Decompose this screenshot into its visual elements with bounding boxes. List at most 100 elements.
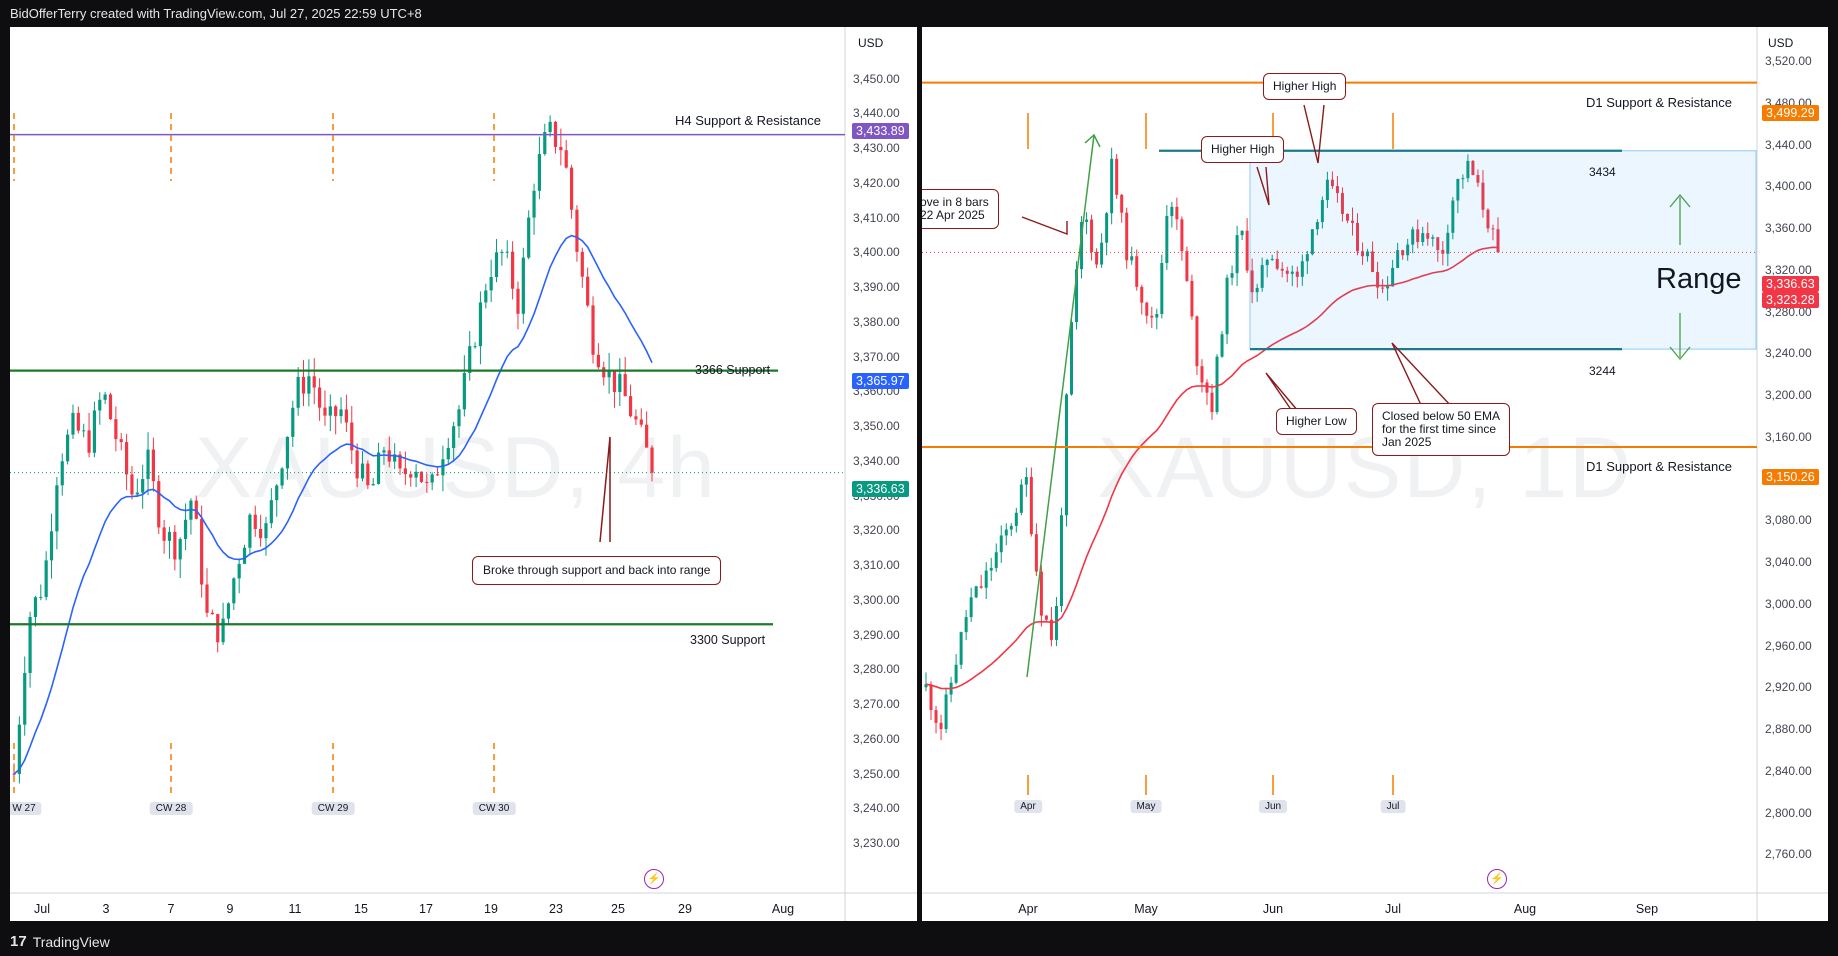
candle-body: [586, 276, 590, 306]
candle-body: [280, 468, 284, 486]
y-tick-label: 3,350.00: [853, 419, 900, 434]
candle-body: [457, 409, 461, 427]
chart-panel-1d[interactable]: XAUUSD, 1D USD 3,520.00 3,480.00 3,440.00 3…: [922, 27, 1828, 921]
candle-body: [575, 209, 579, 252]
chart-panel-4h[interactable]: XAUUSD, 4h USD 3,450.00 3,440.00 3,430.00 3…: [10, 27, 917, 921]
callout-higher-low: Higher Low: [1276, 408, 1357, 435]
candle-body: [1250, 270, 1254, 293]
month-marker: May: [1130, 800, 1162, 813]
ema-line: [925, 246, 1499, 690]
callout-ema-line1: Closed below 50 EMA: [1382, 409, 1501, 423]
candle-body: [108, 394, 113, 420]
candle-body: [1019, 484, 1023, 513]
candle-body: [452, 426, 456, 448]
candle-body: [500, 252, 504, 254]
candle-body: [162, 527, 166, 541]
callout-pointer: [1303, 104, 1325, 164]
candle-body: [1205, 382, 1209, 393]
candle-body: [1431, 237, 1435, 239]
month-marker: Jun: [1258, 800, 1288, 813]
level-label-3434: 3434: [1589, 165, 1616, 179]
candle-body: [151, 449, 155, 482]
candle-body: [559, 146, 563, 151]
chart-canvas-4h[interactable]: [10, 27, 917, 921]
tradingview-logo[interactable]: 17 TradingView: [10, 933, 110, 950]
x-tick-label: 3: [102, 902, 110, 916]
candle-body: [924, 684, 928, 688]
trend-arrow-head: [1084, 133, 1101, 148]
lightning-icon[interactable]: ⚡: [644, 869, 664, 889]
candle-body: [494, 252, 499, 277]
range-label: Range: [1656, 263, 1742, 295]
lightning-icon[interactable]: ⚡: [1487, 869, 1507, 889]
callout-ema-line2: for the first time since: [1382, 422, 1497, 436]
y-tick-label: 3,270.00: [853, 697, 900, 712]
candle-body: [511, 251, 515, 289]
candle-body: [119, 439, 123, 443]
candle-body: [1441, 249, 1445, 254]
candle-body: [478, 302, 483, 347]
candle-body: [425, 481, 429, 483]
candle-body: [580, 251, 584, 277]
x-tick-label: May: [1134, 902, 1158, 916]
callout-higher-high-2: Higher High: [1201, 136, 1285, 163]
y-tick-label: 3,240.00: [853, 801, 900, 816]
candle-body: [146, 449, 150, 480]
candle-body: [1039, 571, 1043, 616]
callout-pointer: [1391, 342, 1453, 408]
x-tick-label: 9: [226, 902, 234, 916]
x-tick-label: Aug: [1513, 902, 1537, 916]
candle-body: [1466, 160, 1470, 179]
candle-body: [1345, 213, 1349, 221]
candle-body: [1471, 160, 1475, 176]
candle-body: [135, 492, 139, 495]
candle-body: [989, 567, 993, 571]
candle-body: [964, 617, 968, 633]
candle-body: [403, 468, 407, 475]
candle-body: [1426, 233, 1430, 239]
y-tick-label: 3,310.00: [853, 558, 900, 573]
candle-body: [285, 436, 290, 469]
candle-body: [1260, 265, 1264, 288]
x-tick-label: Jul: [34, 902, 50, 916]
y-tick-label: 2,960.00: [1765, 638, 1812, 653]
x-tick-label: Jun: [1262, 902, 1284, 916]
y-tick-label: 3,230.00: [853, 836, 900, 851]
candle-body: [1335, 186, 1339, 194]
y-tick-label: 3,280.00: [853, 662, 900, 677]
y-tick-label: 3,420.00: [853, 175, 900, 190]
candle-body: [296, 376, 300, 408]
y-tick-label: 3,340.00: [853, 453, 900, 468]
y-tick-label: 3,080.00: [1765, 513, 1812, 528]
candle-body: [1290, 271, 1294, 274]
candle-body: [462, 373, 466, 410]
candle-body: [141, 479, 145, 493]
candle-body: [984, 570, 988, 588]
y-tick-label: 3,400.00: [1765, 179, 1812, 194]
candle-body: [28, 617, 32, 673]
candle-body: [1230, 273, 1234, 278]
candle-body: [1396, 250, 1400, 268]
callout-move-line2: 22 Apr 2025: [922, 208, 985, 222]
candle-body: [1491, 228, 1495, 230]
candle-body: [1325, 179, 1329, 201]
candle-body: [1320, 200, 1324, 223]
candle-body: [33, 597, 38, 618]
candle-body: [596, 354, 600, 368]
candle-body: [446, 447, 450, 460]
candle-body: [173, 531, 177, 560]
candle-body: [543, 132, 547, 155]
x-tick-label: 15: [354, 902, 368, 916]
candle-body: [1004, 529, 1008, 536]
chart-canvas-1d[interactable]: [922, 27, 1828, 921]
price-tag-resistance-4h: 3,433.89: [852, 123, 909, 139]
y-tick-label: 2,760.00: [1765, 847, 1812, 862]
candle-body: [1436, 237, 1440, 250]
candle-body: [1366, 251, 1370, 257]
y-tick-label: 3,320.00: [853, 523, 900, 538]
callout-move-8-bars: ove in 8 bars 22 Apr 2025: [922, 189, 999, 229]
callout-pointer: [599, 436, 611, 543]
y-tick-label: 3,410.00: [853, 210, 900, 225]
candle-body: [157, 481, 161, 528]
candle-body: [435, 474, 440, 476]
